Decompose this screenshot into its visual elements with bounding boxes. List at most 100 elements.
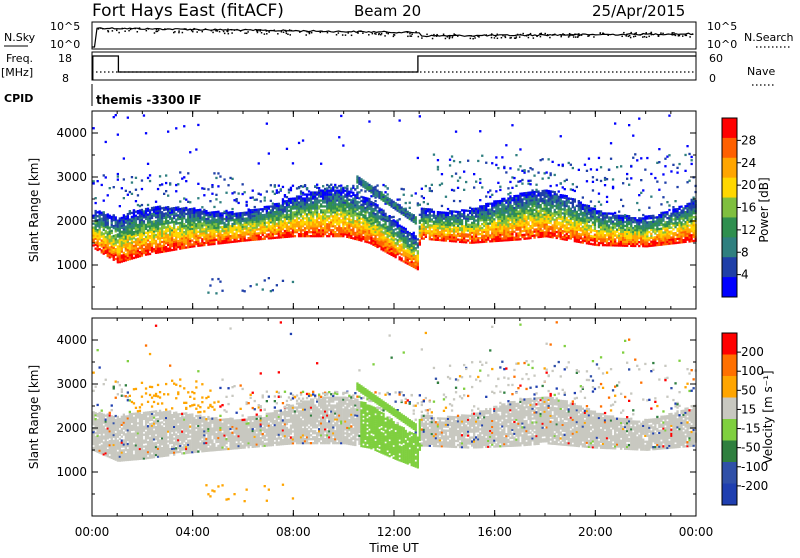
range-gate-cell bbox=[243, 211, 246, 214]
range-gate-cell bbox=[132, 209, 136, 212]
range-gate-cell bbox=[92, 234, 95, 237]
range-gate-cell bbox=[338, 189, 341, 192]
range-gate-cell bbox=[567, 229, 570, 232]
range-gate-cell bbox=[541, 177, 544, 180]
range-gate-cell bbox=[187, 222, 190, 225]
range-gate-cell bbox=[173, 220, 176, 224]
range-gate-cell bbox=[350, 214, 353, 218]
range-gate-cell bbox=[173, 224, 176, 228]
range-gate-cell bbox=[360, 239, 363, 242]
range-gate-cell bbox=[515, 194, 518, 198]
range-gate-cell bbox=[211, 185, 214, 189]
range-gate-cell bbox=[140, 238, 144, 241]
range-gate-cell bbox=[372, 229, 375, 232]
range-gate-cell bbox=[402, 248, 405, 251]
range-gate-cell bbox=[366, 199, 369, 202]
range-gate-cell bbox=[537, 212, 540, 215]
range-gate-cell bbox=[424, 211, 427, 215]
range-gate-cell bbox=[247, 219, 250, 222]
range-gate-cell bbox=[326, 197, 329, 200]
range-gate-cell bbox=[126, 246, 129, 249]
range-gate-cell bbox=[469, 217, 472, 221]
range-gate-cell bbox=[356, 216, 359, 219]
range-gate-cell bbox=[388, 240, 391, 243]
range-gate-cell bbox=[364, 196, 367, 200]
range-gate-cell bbox=[197, 214, 200, 218]
range-gate-cell bbox=[529, 213, 532, 216]
range-gate-cell bbox=[211, 233, 214, 236]
range-gate-cell bbox=[100, 235, 103, 238]
range-gate-cell bbox=[497, 200, 500, 203]
range-gate-cell bbox=[312, 225, 315, 228]
range-gate-cell bbox=[239, 227, 242, 231]
range-gate-cell bbox=[452, 199, 456, 203]
range-gate-cell bbox=[469, 225, 472, 228]
range-gate-cell bbox=[179, 241, 182, 244]
range-gate-cell bbox=[167, 219, 170, 223]
range-gate-cell bbox=[301, 139, 305, 142]
range-gate-cell bbox=[559, 211, 562, 215]
range-gate-cell bbox=[432, 224, 436, 227]
range-gate-cell bbox=[362, 196, 365, 199]
range-gate-cell bbox=[221, 222, 224, 225]
range-gate-cell bbox=[442, 231, 446, 234]
range-gate-cell bbox=[356, 228, 359, 231]
range-gate-cell bbox=[463, 211, 466, 214]
range-gate-cell bbox=[158, 207, 162, 210]
range-gate-cell bbox=[163, 222, 166, 225]
range-gate-cell bbox=[485, 212, 488, 216]
range-gate-cell bbox=[424, 235, 427, 238]
range-gate-cell bbox=[529, 236, 532, 240]
range-gate-cell bbox=[289, 211, 293, 214]
range-gate-cell bbox=[507, 211, 510, 214]
range-gate-cell bbox=[243, 219, 246, 222]
range-gate-cell bbox=[402, 230, 405, 233]
nsearch-point bbox=[657, 34, 660, 36]
range-gate-cell bbox=[487, 236, 490, 239]
range-gate-cell bbox=[165, 212, 168, 215]
range-gate-cell bbox=[328, 217, 331, 220]
range-gate-cell bbox=[324, 231, 327, 234]
range-gate-cell bbox=[130, 251, 134, 254]
range-gate-cell bbox=[370, 202, 373, 206]
range-gate-cell bbox=[440, 233, 444, 236]
range-gate-cell bbox=[120, 236, 123, 239]
range-gate-cell bbox=[118, 205, 121, 208]
range-gate-cell bbox=[438, 183, 442, 187]
range-gate-cell bbox=[235, 220, 238, 223]
range-gate-cell bbox=[358, 223, 361, 226]
range-gate-cell bbox=[338, 235, 341, 238]
range-gate-cell bbox=[289, 199, 293, 202]
range-gate-cell bbox=[400, 231, 403, 234]
range-gate-cell bbox=[364, 240, 367, 243]
range-gate-cell bbox=[199, 232, 202, 235]
range-gate-cell bbox=[257, 232, 260, 235]
range-gate-cell bbox=[102, 240, 105, 243]
nsearch-point bbox=[641, 33, 644, 35]
range-gate-cell bbox=[523, 207, 526, 211]
range-gate-cell bbox=[370, 228, 373, 231]
range-gate-cell bbox=[177, 183, 180, 186]
range-gate-cell bbox=[477, 231, 480, 234]
range-gate-cell bbox=[148, 219, 152, 222]
range-gate-cell bbox=[430, 232, 433, 235]
range-gate-cell bbox=[156, 209, 160, 213]
range-gate-cell bbox=[515, 196, 518, 200]
range-gate-cell bbox=[285, 211, 289, 215]
range-gate-cell bbox=[491, 210, 494, 213]
range-gate-cell bbox=[273, 226, 276, 230]
range-gate-cell bbox=[138, 233, 142, 236]
range-gate-cell bbox=[130, 227, 134, 230]
range-gate-cell bbox=[173, 210, 176, 214]
range-gate-cell bbox=[559, 221, 562, 224]
range-gate-cell bbox=[354, 212, 357, 215]
range-gate-cell bbox=[152, 250, 156, 253]
range-gate-cell bbox=[257, 234, 260, 237]
range-gate-cell bbox=[100, 241, 103, 244]
range-gate-cell bbox=[179, 247, 182, 250]
range-gate-cell bbox=[493, 218, 496, 221]
range-gate-cell bbox=[229, 219, 232, 222]
range-gate-cell bbox=[283, 220, 287, 223]
range-gate-cell bbox=[183, 209, 186, 212]
range-gate-cell bbox=[328, 209, 331, 212]
